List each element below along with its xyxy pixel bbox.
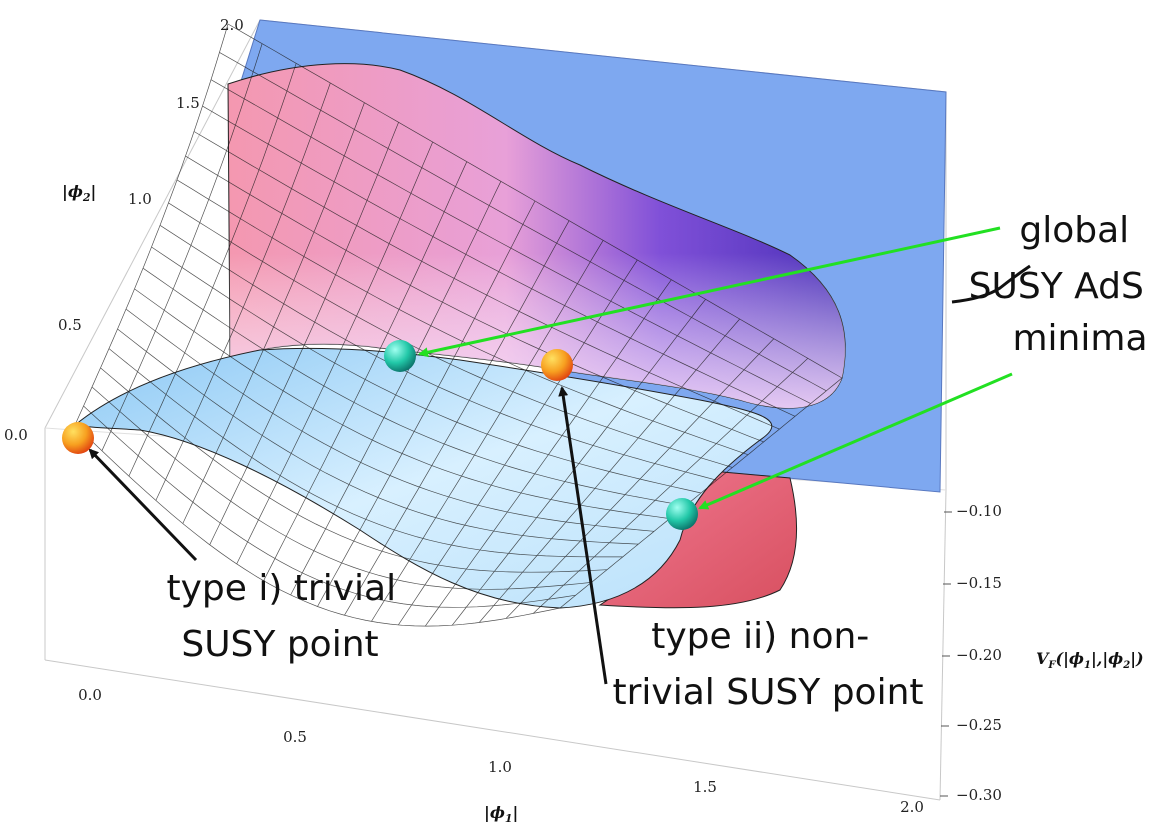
arrow-type-i (88, 448, 198, 562)
susy-strike-mark (951, 264, 1031, 304)
x-tick-label: 0.0 (78, 686, 102, 704)
x-tick-label: 1.0 (488, 758, 512, 776)
x-tick-label: 0.5 (283, 728, 307, 746)
x-tick-label: 2.0 (900, 798, 924, 816)
mesh-line (532, 358, 809, 614)
ads-minimum-marker-upper (384, 340, 416, 372)
mesh-line (227, 23, 843, 379)
mesh-line (559, 377, 843, 609)
y-tick-label: 1.0 (128, 190, 152, 208)
type-ii-point-marker (541, 349, 573, 381)
x-axis-label: |ϕ1| (484, 803, 518, 824)
surface-ridge-fade (228, 63, 846, 409)
z-tick-label: −0.25 (956, 716, 1002, 734)
mesh-line (219, 52, 827, 392)
y-axis-label: |ϕ2| (62, 182, 96, 204)
z-tick-label: −0.10 (956, 502, 1002, 520)
mesh-line (210, 79, 811, 404)
mesh-line (505, 338, 775, 619)
y-tick-label: 1.5 (176, 94, 200, 112)
y-tick-label: 2.0 (220, 16, 244, 34)
annotation-type-i: type i) trivial SUSY point (166, 568, 407, 665)
arrow-ads-upper (418, 226, 1001, 358)
annotation-type-ii: type ii) non- trivial SUSY point (612, 616, 923, 713)
x-tick-label: 1.5 (693, 778, 717, 796)
surface-valley (73, 347, 773, 609)
arrow-ads-lower (698, 372, 1013, 510)
z-tick-label: −0.30 (956, 786, 1002, 804)
z-ticks: −0.10 −0.15 −0.20 −0.25 −0.30 (956, 502, 1002, 804)
annotation-ads: global SUSY AdS minima (969, 210, 1156, 359)
y-tick-label: 0.5 (58, 316, 82, 334)
y-ticks: 0.0 0.5 1.0 1.5 2.0 (4, 16, 244, 444)
z-tick-label: −0.20 (956, 646, 1002, 664)
z-tick-label: −0.15 (956, 574, 1002, 592)
type-i-point-marker (62, 422, 94, 454)
z-tick-marks (940, 511, 952, 797)
mesh-line (202, 105, 796, 417)
surface-mesh (74, 23, 843, 627)
x-ticks: 0.0 0.5 1.0 1.5 2.0 (78, 686, 924, 816)
z-axis-label: VF(|ϕ1|,|ϕ2|) (1036, 649, 1144, 671)
y-tick-label: 0.0 (4, 426, 28, 444)
arrows (88, 226, 1013, 685)
arrow-type-ii (558, 386, 608, 685)
ads-minimum-marker-lower (666, 498, 698, 530)
